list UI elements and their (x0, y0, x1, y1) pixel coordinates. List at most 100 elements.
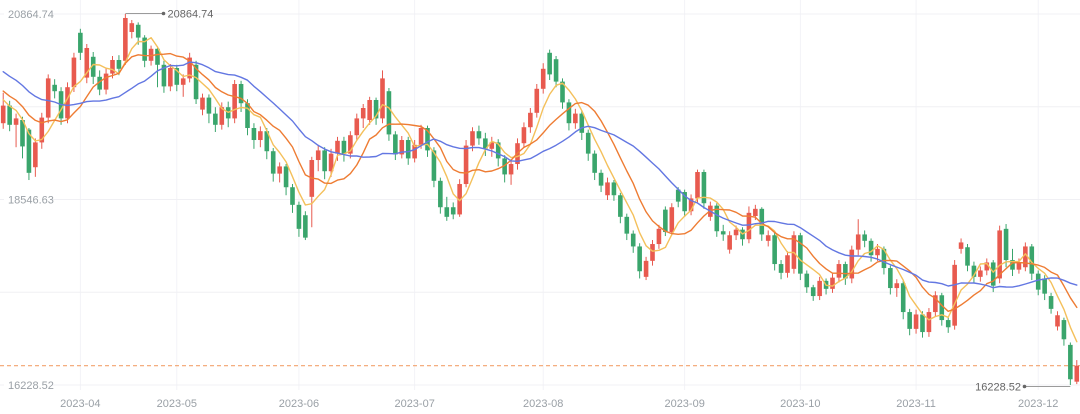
candle[interactable] (888, 268, 893, 289)
candle[interactable] (103, 73, 109, 90)
candle[interactable] (232, 83, 237, 119)
candle[interactable] (380, 78, 385, 119)
candle[interactable] (386, 91, 392, 135)
candle[interactable] (920, 314, 925, 333)
candle[interactable] (579, 113, 585, 133)
candle[interactable] (142, 37, 147, 61)
candle[interactable] (360, 108, 366, 119)
candle[interactable] (862, 234, 867, 241)
candle[interactable] (219, 107, 225, 125)
candle[interactable] (753, 208, 758, 217)
candle[interactable] (907, 312, 912, 329)
candle[interactable] (277, 166, 282, 174)
candle[interactable] (598, 172, 604, 186)
candle[interactable] (322, 150, 327, 172)
candle[interactable] (502, 158, 507, 175)
candle[interactable] (412, 144, 417, 159)
candle[interactable] (765, 235, 771, 241)
candle[interactable] (52, 84, 57, 92)
candle[interactable] (875, 248, 880, 256)
candle[interactable] (855, 234, 861, 250)
candle[interactable] (470, 131, 475, 146)
candle[interactable] (933, 295, 938, 313)
candle[interactable] (45, 78, 51, 118)
candle[interactable] (13, 118, 19, 125)
candle[interactable] (585, 132, 591, 154)
candle[interactable] (1023, 246, 1028, 268)
candle[interactable] (1055, 315, 1060, 327)
candle[interactable] (945, 320, 951, 328)
candle[interactable] (971, 265, 977, 277)
candle[interactable] (656, 228, 662, 245)
candle[interactable] (714, 205, 720, 232)
candle[interactable] (33, 142, 38, 168)
candle[interactable] (65, 87, 70, 119)
candle[interactable] (881, 248, 887, 269)
candle[interactable] (200, 97, 205, 110)
candle[interactable] (746, 212, 752, 240)
candle[interactable] (303, 215, 308, 238)
candle[interactable] (425, 128, 430, 151)
candle[interactable] (939, 295, 945, 321)
candle[interactable] (438, 180, 443, 208)
candle[interactable] (1074, 365, 1080, 382)
candle[interactable] (193, 64, 199, 100)
candle[interactable] (405, 140, 411, 159)
candle[interactable] (168, 67, 173, 87)
candle[interactable] (843, 264, 848, 279)
candle[interactable] (553, 59, 559, 82)
candle[interactable] (521, 127, 527, 144)
candle[interactable] (810, 287, 816, 297)
candle[interactable] (20, 120, 25, 147)
candle[interactable] (315, 150, 321, 161)
candle[interactable] (399, 140, 405, 155)
candle[interactable] (155, 48, 160, 65)
candle[interactable] (245, 103, 250, 129)
candle[interactable] (97, 76, 102, 90)
candle[interactable] (611, 182, 617, 196)
candle[interactable] (290, 187, 295, 205)
candle[interactable] (984, 262, 990, 271)
candle[interactable] (476, 131, 482, 139)
candle[interactable] (958, 242, 964, 249)
candle[interactable] (952, 264, 957, 326)
candle[interactable] (926, 312, 932, 333)
candle[interactable] (341, 140, 347, 154)
candle[interactable] (373, 100, 379, 119)
candle[interactable] (534, 88, 540, 113)
candle[interactable] (547, 52, 552, 75)
candle[interactable] (90, 56, 96, 77)
candle[interactable] (701, 172, 707, 204)
candle[interactable] (1061, 320, 1067, 340)
candle[interactable] (174, 67, 180, 85)
candle[interactable] (348, 135, 353, 154)
candle[interactable] (71, 57, 77, 88)
candle[interactable] (727, 235, 732, 250)
candle[interactable] (7, 105, 12, 125)
candle[interactable] (84, 47, 90, 78)
candle[interactable] (836, 264, 842, 278)
candle[interactable] (688, 198, 694, 212)
candle[interactable] (0, 105, 6, 124)
candle[interactable] (1029, 246, 1035, 274)
candle[interactable] (135, 24, 141, 38)
candle[interactable] (540, 68, 546, 89)
candle[interactable] (830, 277, 835, 289)
candle[interactable] (1003, 228, 1009, 261)
candle[interactable] (39, 117, 45, 143)
candle[interactable] (605, 182, 610, 196)
candle[interactable] (123, 17, 128, 61)
candle[interactable] (624, 216, 630, 234)
candle[interactable] (733, 229, 739, 236)
candle[interactable] (894, 283, 900, 289)
candle[interactable] (1035, 273, 1041, 290)
candle[interactable] (868, 240, 874, 256)
candle[interactable] (785, 255, 790, 273)
candle[interactable] (367, 100, 372, 121)
candle[interactable] (978, 270, 983, 277)
candle[interactable] (335, 140, 340, 154)
candle[interactable] (463, 145, 469, 185)
candle[interactable] (720, 231, 726, 235)
candle[interactable] (508, 164, 514, 175)
